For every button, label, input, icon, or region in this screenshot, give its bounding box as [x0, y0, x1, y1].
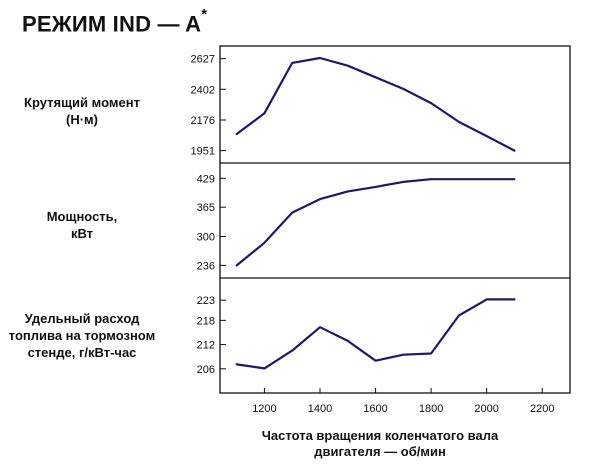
x-tick-label-1: 1400 — [308, 403, 332, 415]
chart-title-asterisk: * — [201, 6, 208, 23]
x-axis-label: Частота вращения коленчатого вала двигат… — [230, 428, 530, 460]
ylabel-torque-line1: Крутящий момент — [24, 95, 140, 110]
x-tick-label-5: 2200 — [530, 403, 554, 415]
fuel-ytick-label-2: 218 — [197, 315, 215, 327]
fuel-ytick-label-1: 212 — [197, 340, 215, 352]
power-ytick-label-2: 365 — [197, 202, 215, 214]
chart-title: РЕЖИМ IND — A* — [22, 6, 207, 37]
ylabel-fuel-line3: стенде, г/кВт-час — [27, 345, 137, 360]
x-tick-label-2: 1600 — [363, 403, 387, 415]
power-ytick-label-3: 429 — [197, 173, 215, 185]
ylabel-torque-line2: (Н·м) — [66, 112, 98, 127]
x-axis-label-line1: Частота вращения коленчатого вала — [261, 428, 499, 443]
x-tick-label-4: 2000 — [474, 403, 498, 415]
fuel-ytick-label-0: 206 — [197, 364, 215, 376]
ylabel-fuel-line1: Удельный расход — [24, 311, 140, 326]
ylabel-torque: Крутящий момент (Н·м) — [0, 94, 167, 128]
ylabel-power-line1: Мощность, — [46, 209, 118, 224]
x-axis-label-line2: двигателя — об/мин — [314, 444, 446, 459]
torque-ytick-label-2: 2402 — [191, 84, 215, 96]
power-ytick-label-0: 236 — [197, 260, 215, 272]
plot-frame — [219, 45, 571, 394]
chart-title-text: РЕЖИМ IND — A — [22, 11, 202, 37]
power-ytick-label-1: 300 — [197, 232, 215, 244]
ylabel-power: Мощность, кВт — [0, 208, 167, 242]
fuel-ytick-label-3: 223 — [197, 295, 215, 307]
torque-ytick-label-0: 1951 — [191, 146, 215, 158]
torque-ytick-label-3: 2627 — [191, 54, 215, 66]
ylabel-power-line2: кВт — [70, 226, 94, 241]
x-tick-label-3: 1800 — [419, 403, 443, 415]
ylabel-fuel: Удельный расход топлива на тормозном сте… — [0, 310, 167, 361]
torque-ytick-label-1: 2176 — [191, 115, 215, 127]
torque-series-line — [235, 56, 516, 152]
power-series-line — [235, 178, 516, 267]
ylabel-fuel-line2: топлива на тормозном — [8, 328, 156, 343]
fuel-series-line — [235, 298, 516, 370]
x-tick-label-0: 1200 — [252, 403, 276, 415]
